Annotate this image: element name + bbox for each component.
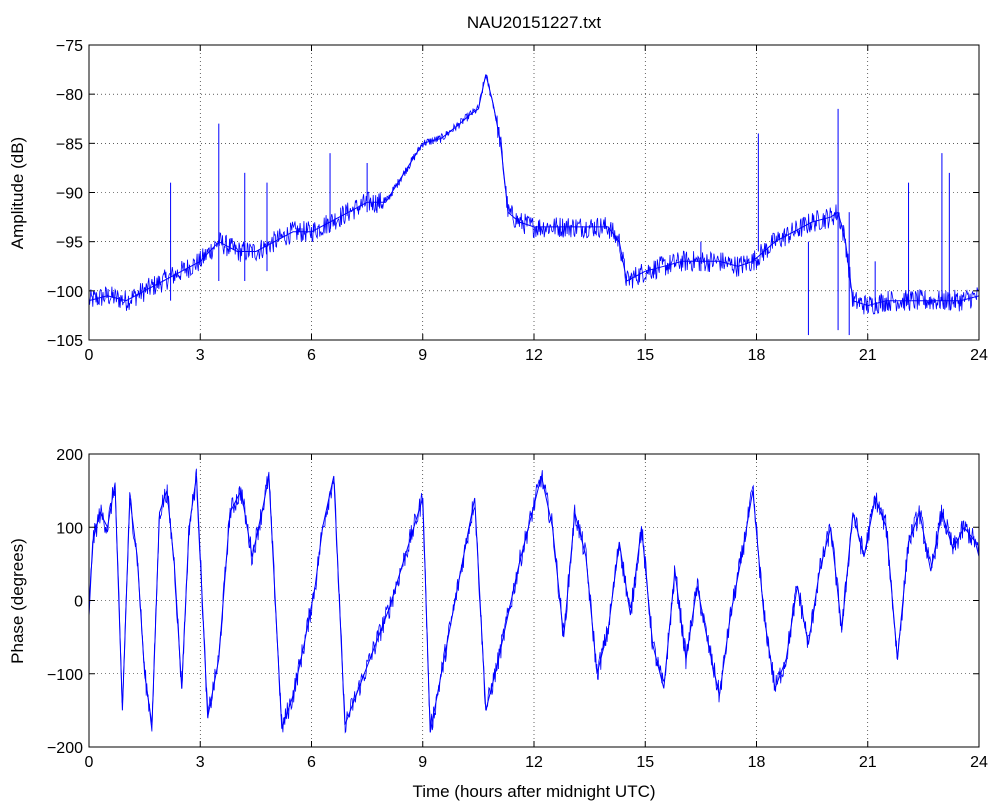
amplitude-y-tick-label: −75 xyxy=(56,38,83,55)
amplitude-x-tick-label: 0 xyxy=(85,347,94,364)
phase-grid xyxy=(89,454,979,747)
amplitude-x-tick-label: 18 xyxy=(748,347,766,364)
phase-x-axis-label: Time (hours after midnight UTC) xyxy=(412,782,655,801)
amplitude-y-tick-label: −105 xyxy=(47,333,83,350)
phase-x-tick-label: 3 xyxy=(196,754,205,771)
phase-x-tick-label: 6 xyxy=(307,754,316,771)
phase-x-tick-label: 24 xyxy=(970,754,988,771)
amplitude-grid xyxy=(89,45,979,340)
amplitude-x-tick-label: 3 xyxy=(196,347,205,364)
phase-ticks: 0 3 6 9 12 15 18 21 24 −200 −100 0 100 200 xyxy=(47,447,988,771)
phase-x-tick-label: 9 xyxy=(418,754,427,771)
amplitude-x-tick-label: 9 xyxy=(418,347,427,364)
amplitude-y-tick-label: −90 xyxy=(56,186,83,203)
phase-series-group xyxy=(89,468,979,734)
amplitude-series-texture xyxy=(89,74,979,315)
amplitude-x-tick-label: 15 xyxy=(636,347,654,364)
amplitude-ticks: 0 3 6 9 12 15 18 21 24 −105 −100 −95 −90 −85 −80 −75 xyxy=(47,38,988,364)
phase-panel: 0 3 6 9 12 15 18 21 24 −200 −100 0 100 200 Phase (deg… xyxy=(8,447,988,801)
amplitude-x-tick-label: 21 xyxy=(859,347,877,364)
phase-y-tick-label: 0 xyxy=(74,594,83,611)
phase-x-tick-label: 12 xyxy=(525,754,543,771)
phase-y-tick-label: −100 xyxy=(47,667,83,684)
phase-y-axis-label: Phase (degrees) xyxy=(8,538,27,664)
amplitude-y-tick-label: −80 xyxy=(56,87,83,104)
phase-x-tick-label: 0 xyxy=(85,754,94,771)
amplitude-chart-title: NAU20151227.txt xyxy=(467,13,601,32)
amplitude-x-tick-label: 6 xyxy=(307,347,316,364)
phase-series-texture xyxy=(89,468,979,734)
phase-x-tick-label: 15 xyxy=(636,754,654,771)
phase-y-tick-label: −200 xyxy=(47,740,83,757)
phase-y-tick-label: 200 xyxy=(56,447,83,464)
amplitude-y-tick-label: −100 xyxy=(47,284,83,301)
phase-x-tick-label: 21 xyxy=(859,754,877,771)
phase-y-tick-label: 100 xyxy=(56,520,83,537)
amplitude-x-tick-label: 12 xyxy=(525,347,543,364)
phase-plot-area xyxy=(89,468,979,734)
phase-x-tick-label: 18 xyxy=(748,754,766,771)
amplitude-y-tick-label: −85 xyxy=(56,136,83,153)
amplitude-y-axis-label: Amplitude (dB) xyxy=(8,137,27,249)
amplitude-x-tick-label: 24 xyxy=(970,347,988,364)
amplitude-y-tick-label: −95 xyxy=(56,235,83,252)
amplitude-series-group xyxy=(89,74,979,336)
amplitude-panel: NAU20151227.txt 0 3 6 9 12 15 18 21 24 −105 −100 −9… xyxy=(8,13,988,364)
amplitude-plot-area xyxy=(89,74,979,336)
